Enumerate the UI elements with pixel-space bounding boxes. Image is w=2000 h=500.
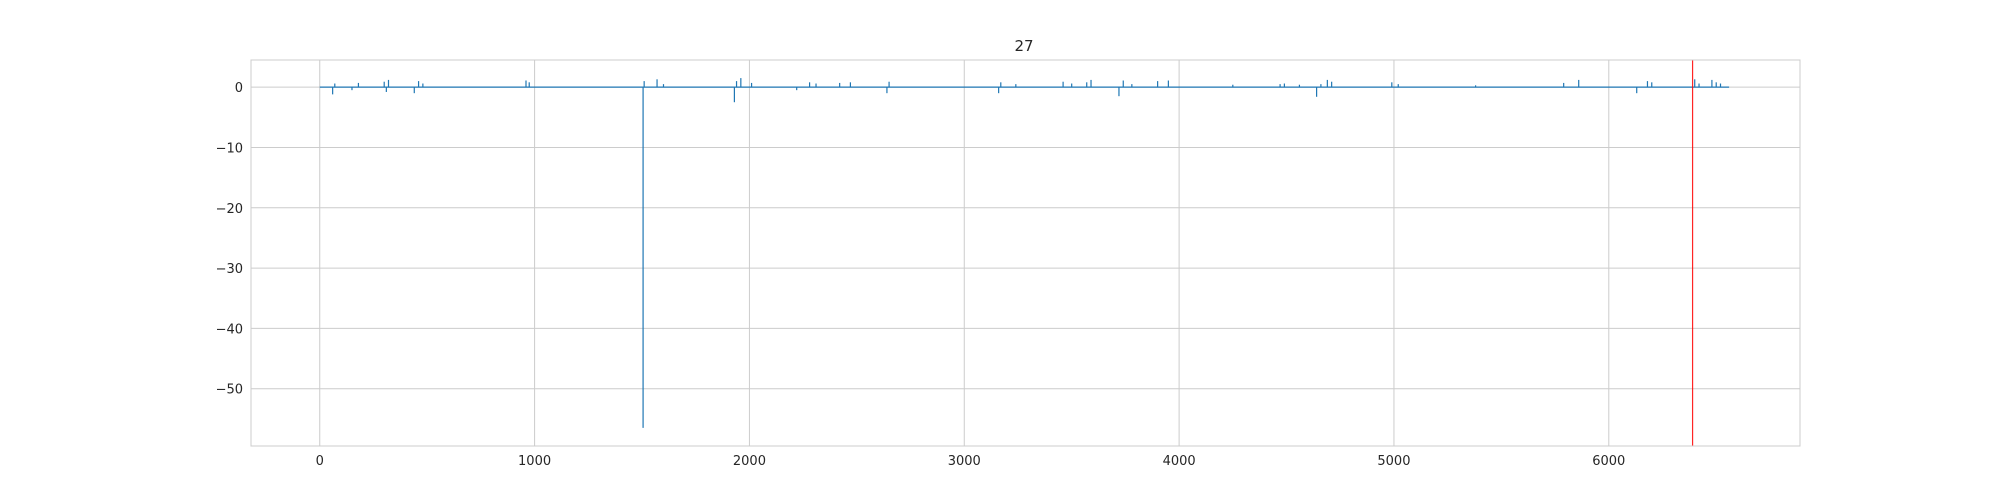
- x-tick-label: 0: [316, 454, 324, 469]
- x-tick-label: 2000: [733, 454, 766, 469]
- plot-frame: [250, 59, 1801, 447]
- y-tick-label: −20: [216, 202, 243, 217]
- x-tick-label: 5000: [1377, 454, 1410, 469]
- chart-title: 27: [1014, 37, 1033, 55]
- x-tick-label: 6000: [1592, 454, 1625, 469]
- y-axis-ticks: 0 −10 −20 −30 −40 −50: [216, 81, 243, 398]
- grid-lines: [251, 60, 1800, 446]
- y-tick-label: 0: [235, 81, 243, 96]
- y-tick-label: −50: [216, 383, 243, 398]
- y-tick-label: −30: [216, 262, 243, 277]
- x-tick-label: 3000: [948, 454, 981, 469]
- x-tick-label: 1000: [518, 454, 551, 469]
- x-tick-label: 4000: [1163, 454, 1196, 469]
- plot-area: [319, 60, 1730, 446]
- x-axis-ticks: 0 1000 2000 3000 4000 5000 6000: [316, 454, 1626, 469]
- y-tick-label: −40: [216, 322, 243, 337]
- y-tick-label: −10: [216, 141, 243, 156]
